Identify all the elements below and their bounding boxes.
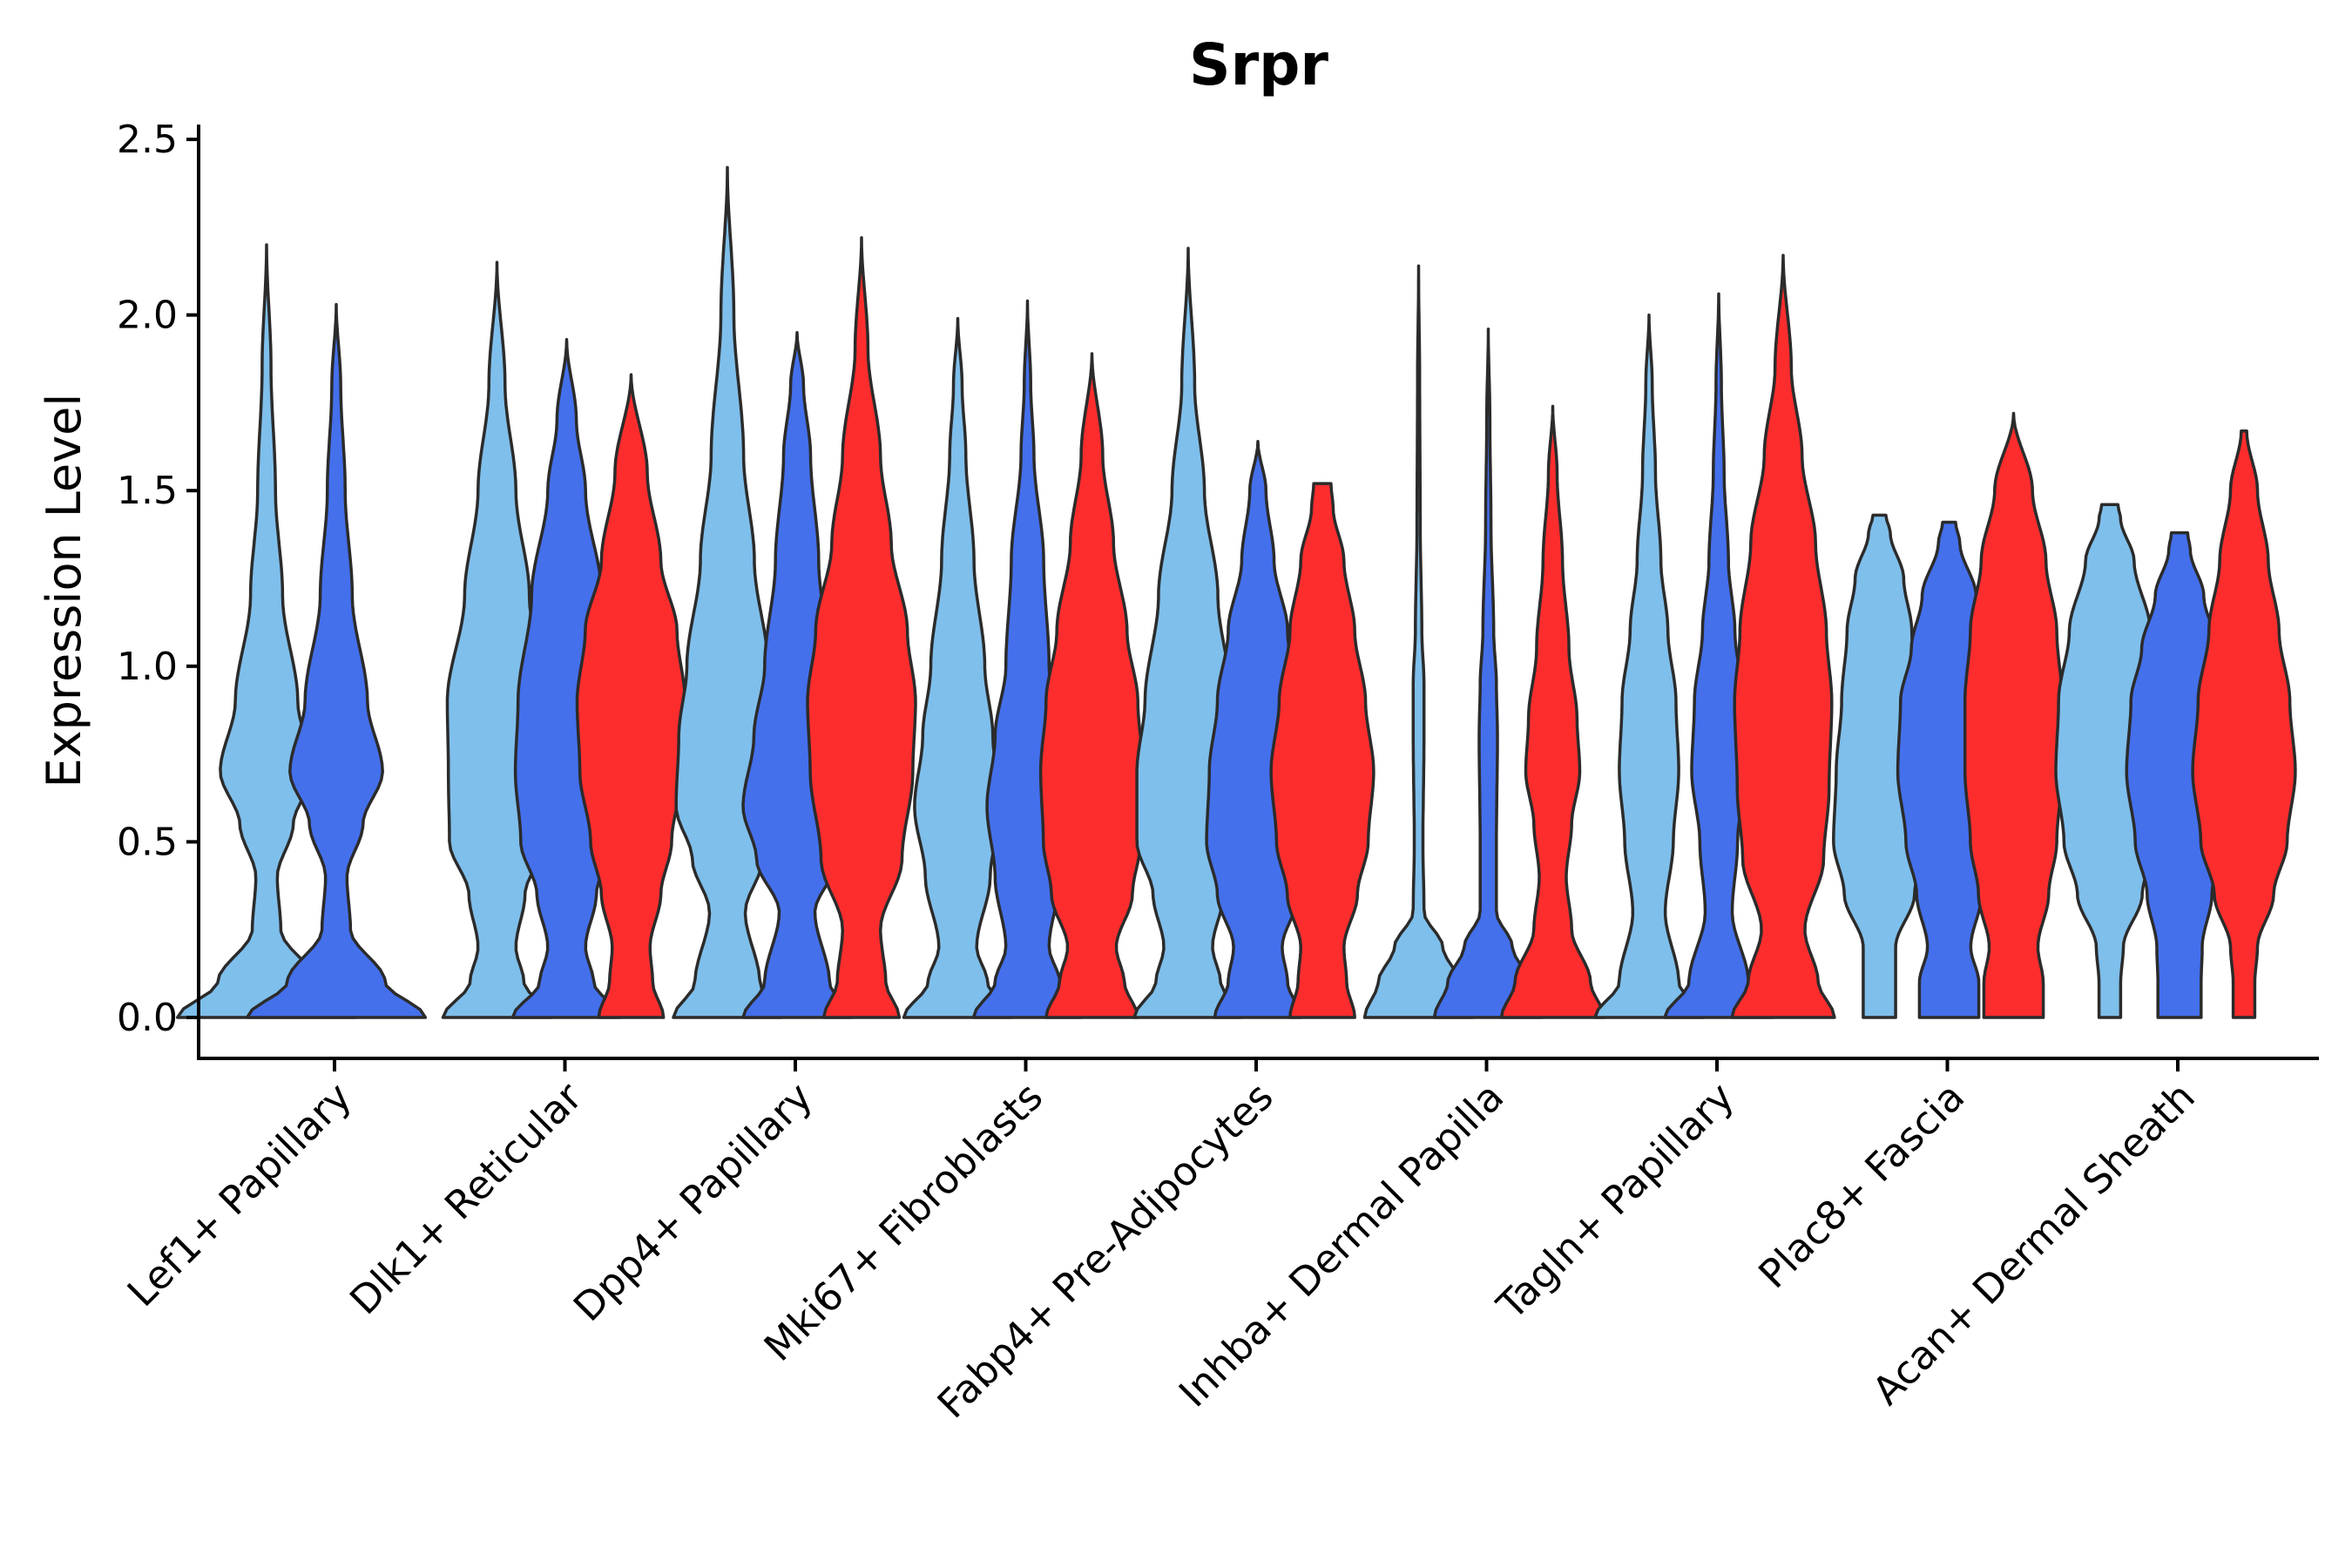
y-tick-label: 2.5 [117, 118, 178, 162]
violin-4-group-1 [902, 316, 1014, 1019]
violin-3-group-1 [672, 166, 783, 1019]
violin-1-group-2 [245, 302, 428, 1019]
y-ticks: 0.0 0.5 1.0 1.5 2.0 2.5 [117, 118, 199, 1040]
violin-6-group-1 [1362, 264, 1475, 1019]
violin-2-group-3 [575, 373, 687, 1019]
violin-8-group-3 [1963, 411, 2065, 1019]
x-tick-label: Dlk1+ Reticular [341, 1073, 591, 1323]
violins-layer [175, 166, 2297, 1019]
x-tick-label: Plac8+ Fascia [1749, 1073, 1973, 1297]
violin-3-group-3 [806, 236, 917, 1019]
x-tick-label: Dpp4+ Papillary [564, 1073, 821, 1330]
y-tick-label: 0.0 [117, 996, 178, 1040]
x-tick-label: Lef1+ Papillary [118, 1073, 361, 1315]
y-tick-label: 1.5 [117, 469, 178, 513]
violin-7-group-1 [1593, 313, 1705, 1019]
x-tick-label: Tagln+ Papillary [1488, 1073, 1743, 1328]
y-tick-label: 1.0 [117, 645, 178, 689]
y-tick-label: 2.0 [117, 294, 178, 338]
violin-6-group-2 [1432, 327, 1544, 1019]
violin-7-group-3 [1730, 253, 1836, 1019]
violin-6-group-3 [1499, 404, 1606, 1019]
chart-title: Srpr [1189, 31, 1328, 98]
violin-5-group-3 [1269, 482, 1375, 1019]
y-tick-label: 0.5 [117, 820, 178, 864]
violin-9-group-3 [2191, 429, 2297, 1019]
violin-4-group-3 [1038, 352, 1146, 1019]
y-axis-label: Expression Level [37, 394, 91, 788]
